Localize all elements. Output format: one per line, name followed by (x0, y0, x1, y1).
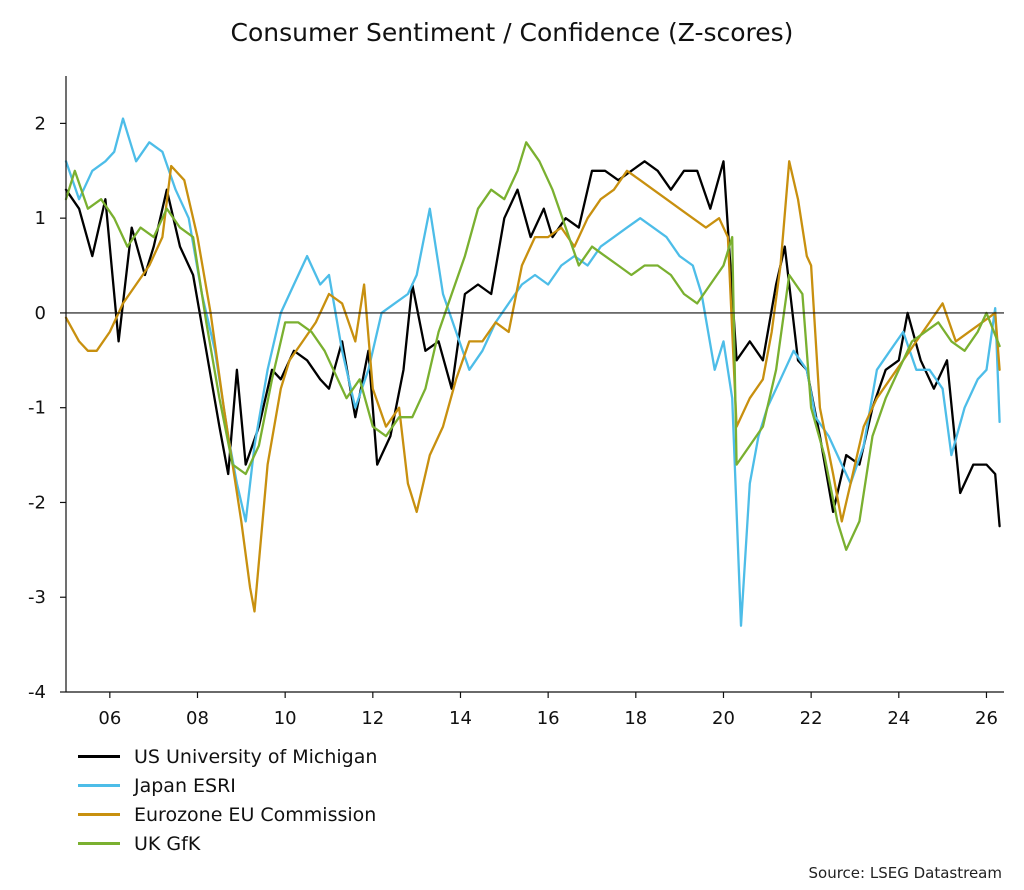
x-tick-label: 22 (800, 708, 823, 729)
x-tick-label: 24 (887, 708, 910, 729)
y-tick-label: 0 (35, 303, 46, 324)
series-line-us-university-of-michigan (64, 160, 1001, 528)
series-lines (64, 117, 1001, 627)
y-tick-label: -4 (28, 682, 46, 703)
legend-item-japan-esri: Japan ESRI (78, 771, 377, 800)
legend-item-uk-gfk: UK GfK (78, 829, 377, 858)
series-line-uk-gfk (64, 141, 1001, 551)
x-tick-label: 08 (186, 708, 209, 729)
x-tick-label: 14 (449, 708, 472, 729)
x-tick-label: 26 (975, 708, 998, 729)
legend-swatch-japan-esri (78, 784, 120, 787)
legend-item-eurozone-eu: Eurozone EU Commission (78, 800, 377, 829)
legend-swatch-uk-gfk (78, 842, 120, 845)
x-tick-label: 20 (712, 708, 735, 729)
legend-swatch-eurozone-eu (78, 813, 120, 816)
legend-label-japan-esri: Japan ESRI (134, 774, 236, 797)
y-tick-label: -2 (28, 492, 46, 513)
legend-label-eurozone-eu: Eurozone EU Commission (134, 803, 377, 826)
x-tick-label: 10 (274, 708, 297, 729)
series-line-eurozone-eu-commission (64, 160, 1001, 613)
x-tick-label: 06 (98, 708, 121, 729)
x-tick-label: 18 (624, 708, 647, 729)
series-line-japan-esri (64, 117, 1001, 627)
chart-title: Consumer Sentiment / Confidence (Z-score… (230, 18, 794, 47)
x-axis-ticks: 06 08 10 12 14 16 18 20 22 24 26 (98, 692, 998, 729)
x-tick-label: 12 (361, 708, 384, 729)
legend-label-us-michigan: US University of Michigan (134, 745, 378, 768)
legend-label-uk-gfk: UK GfK (134, 832, 201, 855)
legend-swatch-us-michigan (78, 755, 120, 758)
y-tick-label: -1 (28, 398, 46, 419)
x-tick-label: 16 (537, 708, 560, 729)
y-axis-ticks: 2 1 0 -1 -2 -3 -4 (28, 113, 66, 703)
source-note: Source: LSEG Datastream (808, 864, 1002, 882)
legend: US University of Michigan Japan ESRI Eur… (78, 742, 377, 858)
y-tick-label: 2 (35, 113, 46, 134)
y-tick-label: -3 (28, 587, 46, 608)
y-tick-label: 1 (35, 208, 46, 229)
legend-item-us-michigan: US University of Michigan (78, 742, 377, 771)
